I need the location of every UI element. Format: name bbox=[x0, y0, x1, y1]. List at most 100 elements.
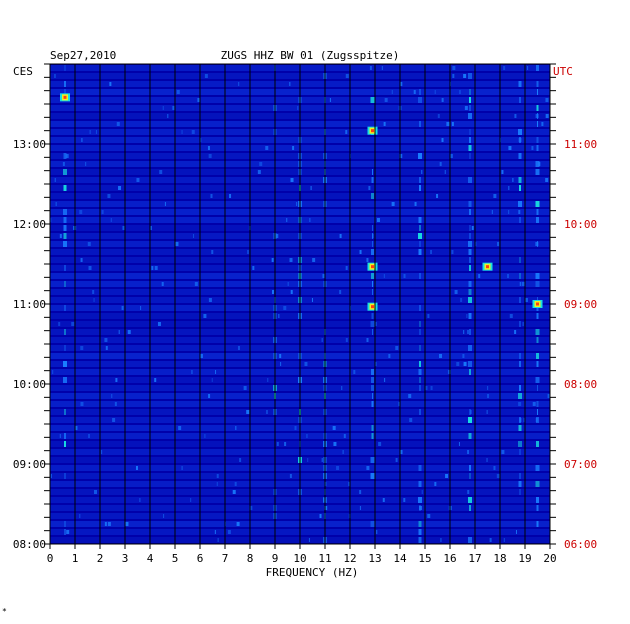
noise-streak bbox=[366, 466, 370, 470]
noise-streak bbox=[234, 482, 237, 486]
x-tick-label: 19 bbox=[518, 552, 531, 565]
noise-streak bbox=[297, 106, 299, 110]
noise-streak bbox=[466, 314, 468, 318]
noise-streak bbox=[208, 154, 212, 158]
energy-streak bbox=[519, 489, 521, 495]
energy-streak bbox=[536, 361, 539, 367]
noise-streak bbox=[532, 402, 536, 406]
noise-streak bbox=[419, 506, 423, 510]
event-mark bbox=[63, 95, 67, 99]
energy-streak bbox=[418, 97, 422, 103]
noise-streak bbox=[107, 522, 111, 526]
noise-streak bbox=[105, 346, 108, 350]
noise-streak bbox=[94, 490, 98, 494]
energy-streak bbox=[518, 393, 522, 399]
noise-streak bbox=[497, 242, 500, 246]
noise-streak bbox=[50, 218, 52, 222]
energy-streak bbox=[370, 457, 375, 463]
energy-streak bbox=[370, 321, 375, 327]
noise-streak bbox=[290, 178, 294, 182]
energy-streak bbox=[468, 297, 472, 303]
noise-streak bbox=[211, 378, 213, 382]
noise-streak bbox=[384, 378, 386, 382]
x-tick-label: 20 bbox=[543, 552, 556, 565]
noise-streak bbox=[280, 362, 282, 366]
noise-streak bbox=[52, 370, 54, 374]
x-tick-label: 15 bbox=[418, 552, 431, 565]
noise-streak bbox=[451, 122, 454, 126]
energy-streak bbox=[468, 201, 472, 207]
noise-streak bbox=[501, 170, 504, 174]
noise-streak bbox=[89, 130, 91, 134]
noise-streak bbox=[366, 258, 369, 262]
noise-streak bbox=[104, 522, 107, 526]
left-timezone-label: CES bbox=[13, 65, 33, 78]
noise-streak bbox=[237, 346, 240, 350]
noise-streak bbox=[246, 250, 249, 254]
energy-streak bbox=[418, 481, 422, 487]
energy-streak bbox=[519, 137, 521, 143]
energy-streak bbox=[419, 305, 421, 311]
energy-streak bbox=[537, 409, 538, 415]
noise-streak bbox=[227, 530, 231, 534]
energy-streak bbox=[64, 305, 66, 311]
noise-streak bbox=[463, 74, 467, 78]
noise-streak bbox=[276, 442, 279, 446]
x-tick-label: 13 bbox=[368, 552, 381, 565]
noise-streak bbox=[159, 170, 163, 174]
energy-streak bbox=[419, 177, 421, 183]
noise-streak bbox=[456, 362, 460, 366]
noise-streak bbox=[531, 146, 534, 150]
energy-streak bbox=[469, 105, 471, 111]
noise-streak bbox=[257, 170, 261, 174]
energy-streak bbox=[519, 185, 521, 191]
energy-streak bbox=[535, 377, 540, 383]
noise-streak bbox=[487, 394, 490, 398]
noise-streak bbox=[541, 122, 544, 126]
noise-streak bbox=[236, 522, 240, 526]
energy-streak bbox=[63, 217, 67, 223]
energy-streak bbox=[370, 521, 375, 527]
noise-streak bbox=[439, 162, 442, 166]
x-tick-label: 3 bbox=[122, 552, 129, 565]
energy-streak bbox=[419, 329, 421, 335]
energy-streak bbox=[535, 161, 540, 167]
noise-streak bbox=[339, 290, 342, 294]
energy-streak bbox=[63, 209, 67, 215]
energy-streak bbox=[536, 337, 539, 343]
x-tick-label: 0 bbox=[47, 552, 54, 565]
x-tick-label: 9 bbox=[272, 552, 279, 565]
noise-streak bbox=[267, 378, 269, 382]
noise-streak bbox=[345, 266, 348, 270]
x-tick-label: 7 bbox=[222, 552, 229, 565]
energy-streak bbox=[537, 89, 538, 95]
energy-streak bbox=[372, 281, 373, 287]
noise-streak bbox=[395, 458, 398, 462]
noise-streak bbox=[538, 162, 541, 166]
energy-streak bbox=[418, 497, 422, 503]
x-tick-label: 16 bbox=[443, 552, 456, 565]
noise-streak bbox=[289, 258, 293, 262]
left-tick-label: 10:00 bbox=[13, 378, 46, 391]
noise-streak bbox=[523, 418, 526, 422]
energy-streak bbox=[64, 65, 66, 71]
energy-streak bbox=[64, 81, 66, 87]
noise-streak bbox=[125, 522, 129, 526]
noise-streak bbox=[181, 130, 183, 134]
noise-streak bbox=[512, 178, 514, 182]
noise-streak bbox=[467, 330, 470, 334]
energy-streak bbox=[536, 401, 539, 407]
noise-streak bbox=[342, 450, 344, 454]
energy-streak bbox=[64, 473, 66, 479]
noise-streak bbox=[172, 106, 175, 110]
energy-streak bbox=[468, 433, 472, 439]
energy-streak bbox=[536, 497, 539, 503]
energy-streak bbox=[468, 361, 472, 367]
noise-streak bbox=[434, 90, 436, 94]
noise-streak bbox=[284, 442, 287, 446]
noise-streak bbox=[88, 266, 92, 270]
energy-streak bbox=[468, 417, 472, 423]
noise-streak bbox=[399, 154, 403, 158]
energy-streak bbox=[536, 217, 539, 223]
energy-streak bbox=[63, 241, 67, 247]
